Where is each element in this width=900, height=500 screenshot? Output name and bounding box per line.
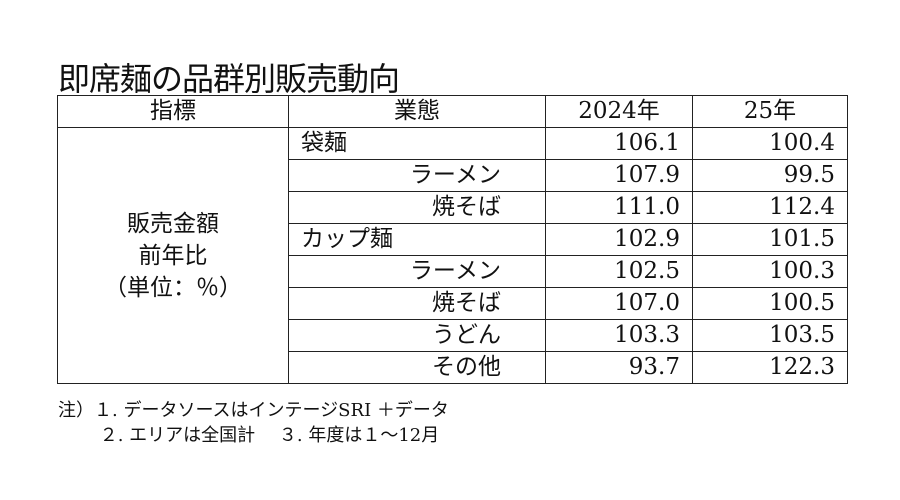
table-row: 焼そば 107.0 100.5 [58,287,848,320]
value-2025-cell: 103.5 [692,319,848,352]
value-2025-cell: 100.4 [692,127,848,160]
value-2024-cell: 111.0 [545,191,693,224]
footnotes: 注）１. データソースはインテージSRI ＋データ ２. エリアは全国計 ３. … [58,398,449,448]
indicator-line: 前年比 [138,242,208,269]
type-cell: ラーメン [288,255,546,288]
table-row: ラーメン 107.9 99.5 [58,159,848,192]
value-2024-cell: 93.7 [545,351,693,384]
footnote: ２. エリアは全国計 ３. 年度は１～12月 [58,425,440,446]
type-cell: 焼そば [288,191,546,224]
indicator-cell: 販売金額前年比 （単位：％） [57,127,289,384]
table-row: その他 93.7 122.3 [58,351,848,384]
header-2025: 25年 [692,95,848,128]
table-row: うどん 103.3 103.5 [58,319,848,352]
value-2025-cell: 101.5 [692,223,848,256]
header-type: 業態 [288,95,546,128]
header-indicator: 指標 [57,95,289,128]
value-2025-cell: 112.4 [692,191,848,224]
table-row: ラーメン 102.5 100.3 [58,255,848,288]
value-2025-cell: 122.3 [692,351,848,384]
type-cell: その他 [288,351,546,384]
value-2024-cell: 102.9 [545,223,693,256]
sales-table: 指標 業態 2024年 25年 販売金額 前年比 （単位：％） 袋麺 106.1 100.… [57,95,848,384]
footnote: 注）１. データソースはインテージSRI ＋データ [58,400,449,421]
table-header-row: 指標 業態 2024年 25年 [57,95,848,128]
type-cell: 焼そば [288,287,546,320]
type-cell: ラーメン [288,159,546,192]
page-title: 即席麺の品群別販売動向 [58,60,400,98]
value-2025-cell: 100.5 [692,287,848,320]
value-2024-cell: 107.0 [545,287,693,320]
value-2024-cell: 102.5 [545,255,693,288]
header-2024: 2024年 [545,95,693,128]
type-cell: うどん [288,319,546,352]
type-cell: カップ麺 [288,223,546,256]
value-2025-cell: 100.3 [692,255,848,288]
type-cell: 袋麺 [288,127,546,160]
value-2024-cell: 106.1 [545,127,693,160]
table-row: 販売金額前年比 （単位：％） 袋麺 106.1 100.4 [57,127,848,384]
value-2025-cell: 99.5 [692,159,848,192]
value-2024-cell: 103.3 [545,319,693,352]
indicator-line: 販売金額 [127,210,219,237]
indicator-line: （単位：％） [104,274,242,301]
value-2024-cell: 107.9 [545,159,693,192]
